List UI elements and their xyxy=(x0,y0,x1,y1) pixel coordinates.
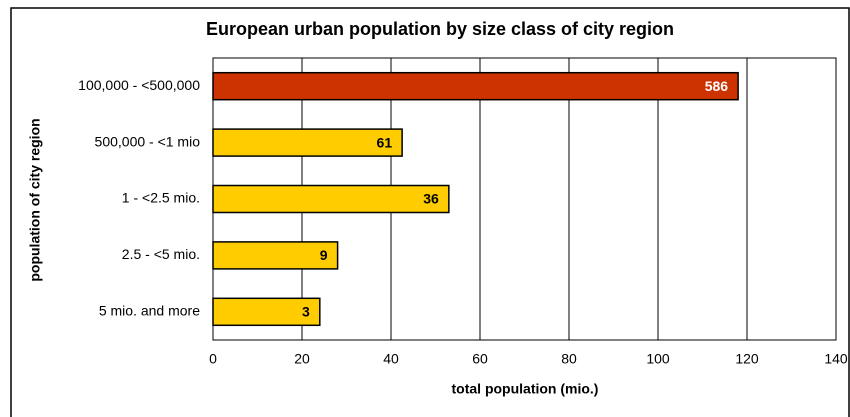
x-axis-label: total population (mio.) xyxy=(452,381,599,397)
y-axis-label: population of city region xyxy=(27,118,43,281)
x-tick-label: 140 xyxy=(824,351,848,367)
chart-title: European urban population by size class … xyxy=(206,19,674,39)
bar xyxy=(212,184,450,214)
bar-count-label: 3 xyxy=(302,304,310,320)
x-tick-label: 120 xyxy=(735,351,759,367)
x-tick-label: 60 xyxy=(472,351,488,367)
y-tick-label: 2.5 - <5 mio. xyxy=(122,246,200,262)
bar xyxy=(212,241,339,270)
x-tick-label: 20 xyxy=(294,351,310,367)
bar-count-label: 61 xyxy=(377,134,393,150)
bar xyxy=(212,297,321,327)
x-tick-label: 40 xyxy=(383,351,399,367)
x-tick-label: 100 xyxy=(646,351,670,367)
bar xyxy=(212,128,403,157)
x-tick-label: 0 xyxy=(209,351,217,367)
bar xyxy=(212,71,739,101)
bar-count-label: 36 xyxy=(423,191,439,207)
bar-count-label: 9 xyxy=(320,247,328,263)
x-tick-label: 80 xyxy=(561,351,577,367)
y-tick-label: 1 - <2.5 mio. xyxy=(122,190,200,206)
bar-count-label: 586 xyxy=(705,78,729,94)
y-tick-label: 500,000 - <1 mio xyxy=(95,133,201,149)
y-tick-label: 100,000 - <500,000 xyxy=(78,77,200,93)
y-tick-label: 5 mio. and more xyxy=(99,303,200,319)
